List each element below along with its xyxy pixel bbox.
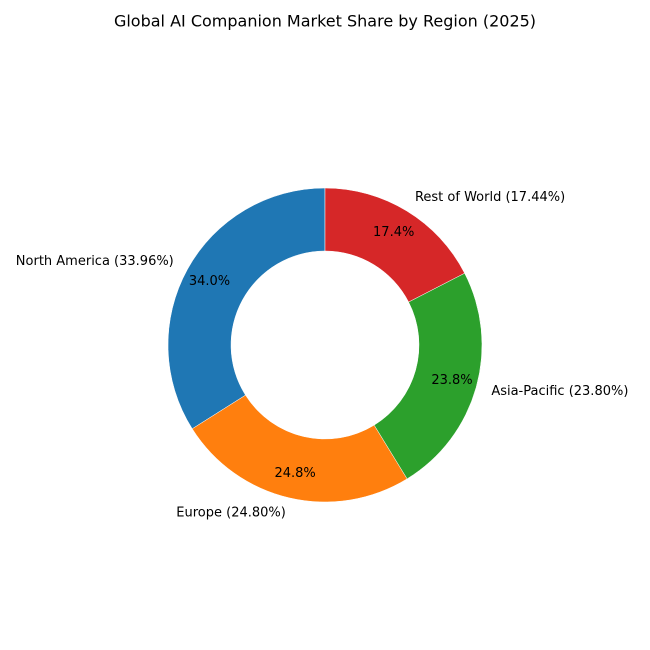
segment-label: Asia-Pacific (23.80%) [491,384,628,399]
value-label: 24.8% [274,466,315,481]
donut-segment [324,187,465,303]
value-label: 34.0% [189,274,230,289]
donut-segment [191,394,408,503]
chart-title: Global AI Companion Market Share by Regi… [114,12,536,31]
segment-label: Rest of World (17.44%) [415,190,565,205]
donut-segment [373,272,483,480]
value-label: 23.8% [431,373,472,388]
donut-segment [167,187,326,430]
segment-label: North America (33.96%) [16,254,174,269]
segment-label: Europe (24.80%) [176,506,286,521]
value-label: 17.4% [373,225,414,240]
